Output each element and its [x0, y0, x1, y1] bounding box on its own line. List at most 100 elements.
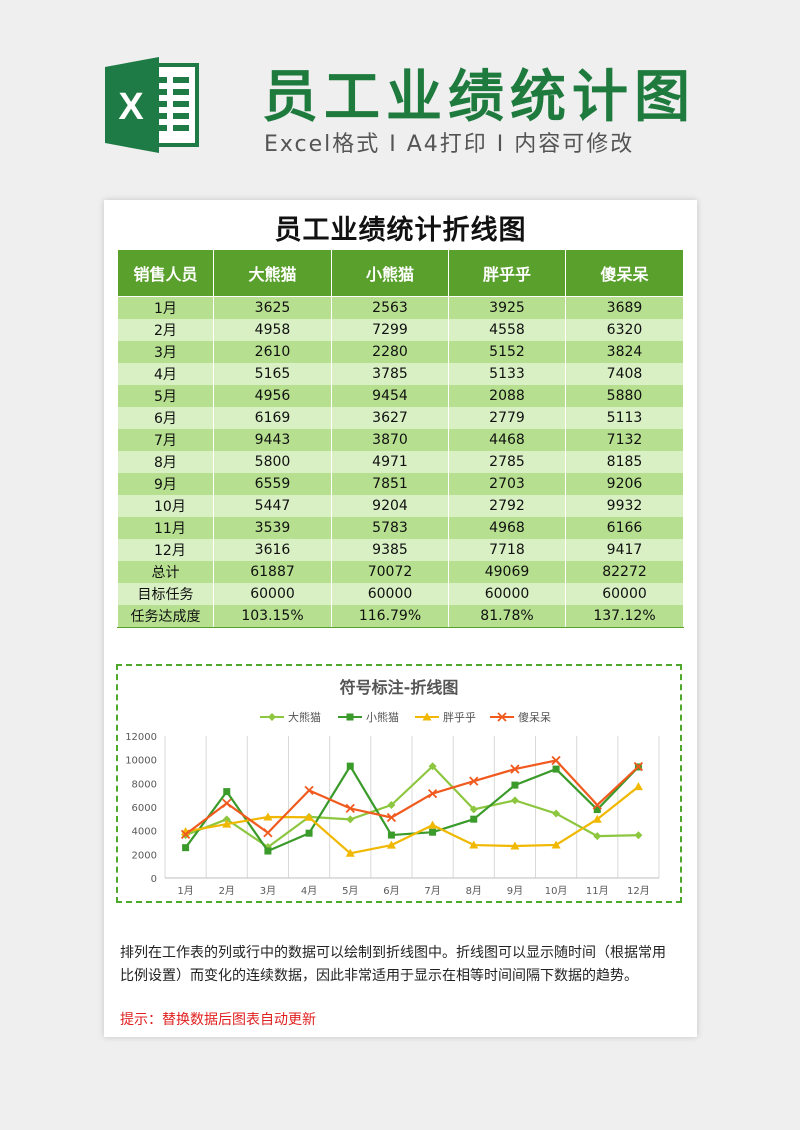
value-cell[interactable]: 7718: [448, 539, 566, 561]
value-cell[interactable]: 5133: [448, 363, 566, 385]
value-cell[interactable]: 5800: [213, 451, 332, 473]
value-cell[interactable]: 3625: [213, 296, 332, 319]
row-label-cell[interactable]: 任务达成度: [117, 605, 214, 628]
column-header[interactable]: 大熊猫: [213, 249, 332, 297]
row-label-cell[interactable]: 8月: [117, 451, 214, 473]
value-cell[interactable]: 6166: [565, 517, 684, 539]
page-header: X 员工业绩统计图 Excel格式 I A4打印 I 内容可修改: [0, 0, 800, 200]
value-cell[interactable]: 61887: [213, 561, 332, 583]
spreadsheet-page: 员工业绩统计折线图 销售人员 大熊猫 小熊猫 胖乎乎 傻呆呆 1月 3625 256…: [104, 200, 697, 1037]
value-cell[interactable]: 5113: [565, 407, 684, 429]
row-label-cell[interactable]: 1月: [117, 296, 214, 319]
value-cell[interactable]: 60000: [565, 583, 684, 605]
value-cell[interactable]: 3925: [448, 296, 566, 319]
value-cell[interactable]: 6169: [213, 407, 332, 429]
row-label-cell[interactable]: 7月: [117, 429, 214, 451]
value-cell[interactable]: 81.78%: [448, 605, 566, 628]
data-point: [510, 841, 520, 850]
value-cell[interactable]: 9385: [331, 539, 449, 561]
table-row: 10月 5447 9204 2792 9932: [117, 495, 684, 517]
value-cell[interactable]: 3616: [213, 539, 332, 561]
value-cell[interactable]: 70072: [331, 561, 449, 583]
legend-label: 小熊猫: [366, 710, 399, 724]
x-tick-label: 6月: [383, 885, 399, 897]
value-cell[interactable]: 2563: [331, 296, 449, 319]
value-cell[interactable]: 9443: [213, 429, 332, 451]
value-cell[interactable]: 5880: [565, 385, 684, 407]
value-cell[interactable]: 2785: [448, 451, 566, 473]
value-cell[interactable]: 9206: [565, 473, 684, 495]
value-cell[interactable]: 3689: [565, 296, 684, 319]
value-cell[interactable]: 116.79%: [331, 605, 449, 628]
row-label-cell[interactable]: 12月: [117, 539, 214, 561]
table-row: 2月 4958 7299 4558 6320: [117, 319, 684, 341]
data-point: [346, 815, 355, 824]
row-label-cell[interactable]: 5月: [117, 385, 214, 407]
value-cell[interactable]: 82272: [565, 561, 684, 583]
column-header[interactable]: 销售人员: [117, 249, 214, 297]
x-tick-label: 9月: [507, 885, 523, 897]
data-point: [470, 815, 478, 823]
row-label-cell[interactable]: 6月: [117, 407, 214, 429]
value-cell[interactable]: 4971: [331, 451, 449, 473]
value-cell[interactable]: 7408: [565, 363, 684, 385]
value-cell[interactable]: 2779: [448, 407, 566, 429]
column-header[interactable]: 傻呆呆: [565, 249, 684, 297]
row-label-cell[interactable]: 4月: [117, 363, 214, 385]
value-cell[interactable]: 3785: [331, 363, 449, 385]
data-point: [633, 761, 644, 772]
value-cell[interactable]: 9454: [331, 385, 449, 407]
row-label-cell[interactable]: 2月: [117, 319, 214, 341]
value-cell[interactable]: 8185: [565, 451, 684, 473]
value-cell[interactable]: 5783: [331, 517, 449, 539]
value-cell[interactable]: 3627: [331, 407, 449, 429]
value-cell[interactable]: 4468: [448, 429, 566, 451]
value-cell[interactable]: 60000: [213, 583, 332, 605]
value-cell[interactable]: 7851: [331, 473, 449, 495]
value-cell[interactable]: 4958: [213, 319, 332, 341]
row-label-cell[interactable]: 目标任务: [117, 583, 214, 605]
data-point: [428, 762, 437, 771]
value-cell[interactable]: 4558: [448, 319, 566, 341]
table-row: 3月 2610 2280 5152 3824: [117, 341, 684, 363]
value-cell[interactable]: 2703: [448, 473, 566, 495]
row-label-cell[interactable]: 9月: [117, 473, 214, 495]
x-tick-label: 12月: [627, 885, 650, 897]
value-cell[interactable]: 3539: [213, 517, 332, 539]
page-title: 员工业绩统计图: [262, 65, 696, 130]
value-cell[interactable]: 4968: [448, 517, 566, 539]
value-cell[interactable]: 9204: [331, 495, 449, 517]
value-cell[interactable]: 7132: [565, 429, 684, 451]
value-cell[interactable]: 5152: [448, 341, 566, 363]
value-cell[interactable]: 7299: [331, 319, 449, 341]
column-header[interactable]: 小熊猫: [331, 249, 449, 297]
value-cell[interactable]: 4956: [213, 385, 332, 407]
row-label-cell[interactable]: 总计: [117, 561, 214, 583]
value-cell[interactable]: 5447: [213, 495, 332, 517]
value-cell[interactable]: 3824: [565, 341, 684, 363]
value-cell[interactable]: 6559: [213, 473, 332, 495]
value-cell[interactable]: 9417: [565, 539, 684, 561]
line-chart: 符号标注-折线图 大熊猫 小熊猫 胖乎乎 傻呆呆 0 2000 4000 6000 8000 100…: [116, 664, 682, 903]
value-cell[interactable]: 2792: [448, 495, 566, 517]
data-point: [551, 755, 561, 766]
column-header[interactable]: 胖乎乎: [448, 249, 566, 297]
row-label-cell[interactable]: 10月: [117, 495, 214, 517]
value-cell[interactable]: 9932: [565, 495, 684, 517]
value-cell[interactable]: 49069: [448, 561, 566, 583]
value-cell[interactable]: 2088: [448, 385, 566, 407]
value-cell[interactable]: 60000: [331, 583, 449, 605]
value-cell[interactable]: 5165: [213, 363, 332, 385]
value-cell[interactable]: 6320: [565, 319, 684, 341]
value-cell[interactable]: 2280: [331, 341, 449, 363]
value-cell[interactable]: 60000: [448, 583, 566, 605]
value-cell[interactable]: 2610: [213, 341, 332, 363]
value-cell[interactable]: 137.12%: [565, 605, 684, 628]
x-tick-label: 8月: [466, 885, 482, 897]
data-point: [222, 798, 232, 808]
row-label-cell[interactable]: 3月: [117, 341, 214, 363]
value-cell[interactable]: 103.15%: [213, 605, 332, 628]
value-cell[interactable]: 3870: [331, 429, 449, 451]
row-label-cell[interactable]: 11月: [117, 517, 214, 539]
data-point: [593, 806, 601, 814]
